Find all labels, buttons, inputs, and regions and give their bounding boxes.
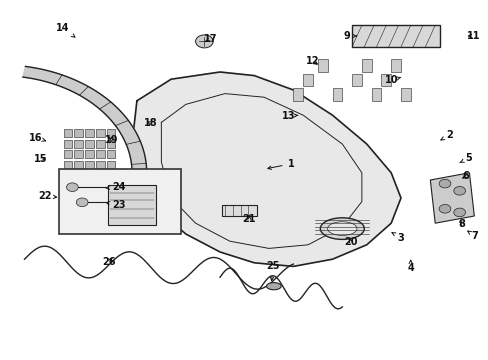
Bar: [106, 150, 115, 158]
Text: 13: 13: [281, 111, 298, 121]
Text: 7: 7: [467, 231, 477, 241]
Bar: [381, 74, 390, 86]
Text: 10: 10: [384, 75, 400, 85]
Text: 14: 14: [56, 23, 75, 37]
Circle shape: [76, 198, 88, 207]
Bar: [371, 88, 381, 101]
Ellipse shape: [266, 283, 281, 290]
Text: 2: 2: [440, 130, 452, 140]
Polygon shape: [429, 173, 473, 223]
Bar: [96, 150, 104, 158]
Bar: [74, 140, 83, 148]
Text: 11: 11: [466, 31, 479, 41]
Polygon shape: [132, 72, 400, 266]
Bar: [74, 150, 83, 158]
Bar: [332, 88, 342, 101]
Bar: [317, 59, 327, 72]
Bar: [85, 129, 94, 137]
Bar: [390, 59, 400, 72]
Text: 20: 20: [344, 237, 357, 247]
Text: 24: 24: [106, 182, 125, 192]
Bar: [63, 140, 72, 148]
Ellipse shape: [327, 222, 356, 235]
Circle shape: [66, 183, 78, 192]
Bar: [96, 161, 104, 169]
Bar: [222, 205, 256, 216]
Text: 12: 12: [305, 56, 319, 66]
Bar: [106, 129, 115, 137]
Bar: [106, 140, 115, 148]
Text: 26: 26: [102, 257, 116, 267]
Circle shape: [438, 179, 450, 188]
Ellipse shape: [320, 218, 364, 239]
Text: 25: 25: [265, 261, 279, 280]
Bar: [361, 59, 371, 72]
Bar: [74, 161, 83, 169]
Bar: [400, 88, 410, 101]
Bar: [85, 161, 94, 169]
Bar: [85, 150, 94, 158]
Bar: [106, 161, 115, 169]
Text: 8: 8: [458, 219, 465, 229]
Text: 18: 18: [143, 118, 157, 128]
Text: 16: 16: [29, 132, 45, 143]
Bar: [107, 185, 156, 225]
Bar: [63, 129, 72, 137]
Bar: [96, 140, 104, 148]
Bar: [351, 25, 439, 47]
Polygon shape: [23, 67, 146, 192]
Text: 15: 15: [34, 154, 47, 164]
Text: 17: 17: [203, 34, 217, 44]
Text: 3: 3: [391, 233, 404, 243]
Text: 19: 19: [104, 135, 118, 145]
Text: 22: 22: [39, 191, 57, 201]
Circle shape: [438, 204, 450, 213]
Bar: [85, 140, 94, 148]
Text: 9: 9: [343, 31, 356, 41]
Text: 23: 23: [106, 200, 125, 210]
Text: 5: 5: [459, 153, 471, 163]
Circle shape: [453, 208, 465, 217]
Text: 6: 6: [461, 171, 468, 181]
Bar: [96, 129, 104, 137]
Bar: [303, 74, 312, 86]
Text: 1: 1: [267, 159, 294, 170]
Bar: [351, 74, 361, 86]
Circle shape: [453, 186, 465, 195]
Text: 4: 4: [407, 260, 413, 273]
FancyBboxPatch shape: [59, 169, 181, 234]
Bar: [63, 150, 72, 158]
Bar: [63, 161, 72, 169]
Circle shape: [195, 35, 213, 48]
Bar: [74, 129, 83, 137]
Text: 21: 21: [242, 214, 256, 224]
Bar: [293, 88, 303, 101]
